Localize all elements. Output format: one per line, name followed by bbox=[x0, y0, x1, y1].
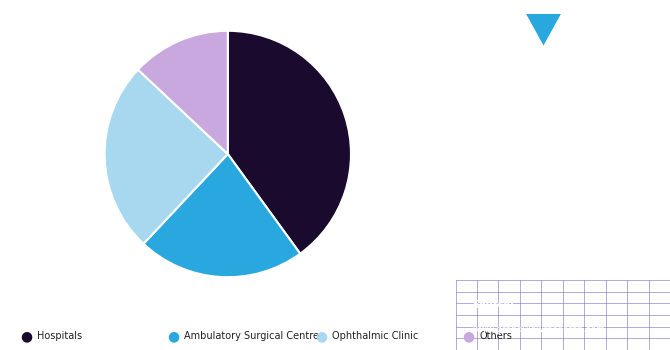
Text: Hospitals: Hospitals bbox=[37, 331, 82, 341]
Text: $590.9M: $590.9M bbox=[488, 140, 637, 168]
Text: Global Market Size,
2023: Global Market Size, 2023 bbox=[502, 205, 623, 229]
Wedge shape bbox=[138, 31, 228, 154]
Text: Ambulatory Surgical Centre: Ambulatory Surgical Centre bbox=[184, 331, 319, 341]
Wedge shape bbox=[105, 70, 228, 244]
FancyBboxPatch shape bbox=[572, 14, 610, 49]
Text: www.grandviewresearch.com: www.grandviewresearch.com bbox=[472, 324, 605, 334]
Polygon shape bbox=[526, 14, 561, 46]
Text: ●: ● bbox=[462, 329, 474, 343]
Wedge shape bbox=[143, 154, 300, 277]
Text: Ophthalmic Clinic: Ophthalmic Clinic bbox=[332, 331, 418, 341]
Text: Source:: Source: bbox=[472, 300, 515, 309]
Text: GRAND VIEW RESEARCH: GRAND VIEW RESEARCH bbox=[515, 60, 610, 66]
FancyBboxPatch shape bbox=[477, 14, 516, 49]
Wedge shape bbox=[228, 31, 351, 254]
FancyBboxPatch shape bbox=[524, 14, 563, 49]
Text: ●: ● bbox=[315, 329, 327, 343]
Text: ●: ● bbox=[20, 329, 32, 343]
Text: Others: Others bbox=[479, 331, 512, 341]
Text: ●: ● bbox=[168, 329, 180, 343]
